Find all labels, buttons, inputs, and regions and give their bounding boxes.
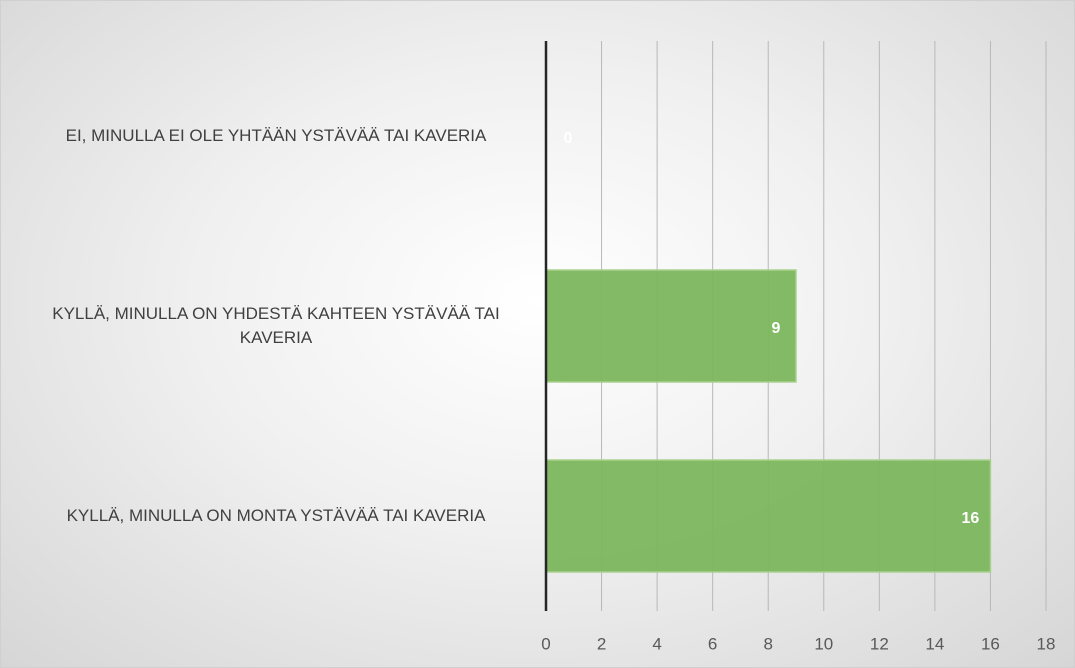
x-tick-label: 12 xyxy=(870,634,889,653)
x-tick-label: 6 xyxy=(708,634,717,653)
bar xyxy=(545,269,797,383)
x-tick-label: 16 xyxy=(981,634,1000,653)
data-label: 16 xyxy=(962,510,980,527)
x-tick-label: 0 xyxy=(541,634,550,653)
x-tick-label: 18 xyxy=(1037,634,1056,653)
x-tick-label: 10 xyxy=(814,634,833,653)
x-tick-label: 2 xyxy=(597,634,606,653)
data-label: 9 xyxy=(772,320,781,337)
y-tick-label: EI, MINULLA EI OLE YHTÄÄN YSTÄVÄÄ TAI KA… xyxy=(65,126,487,145)
data-label: 0 xyxy=(564,130,573,147)
x-tick-label: 14 xyxy=(925,634,944,653)
x-tick-label: 8 xyxy=(763,634,772,653)
x-tick-label: 4 xyxy=(652,634,661,653)
bar xyxy=(545,459,992,573)
y-tick-label: KYLLÄ, MINULLA ON YHDESTÄ KAHTEEN YSTÄVÄ… xyxy=(52,304,500,347)
y-tick-label: KYLLÄ, MINULLA ON MONTA YSTÄVÄÄ TAI KAVE… xyxy=(66,506,486,525)
